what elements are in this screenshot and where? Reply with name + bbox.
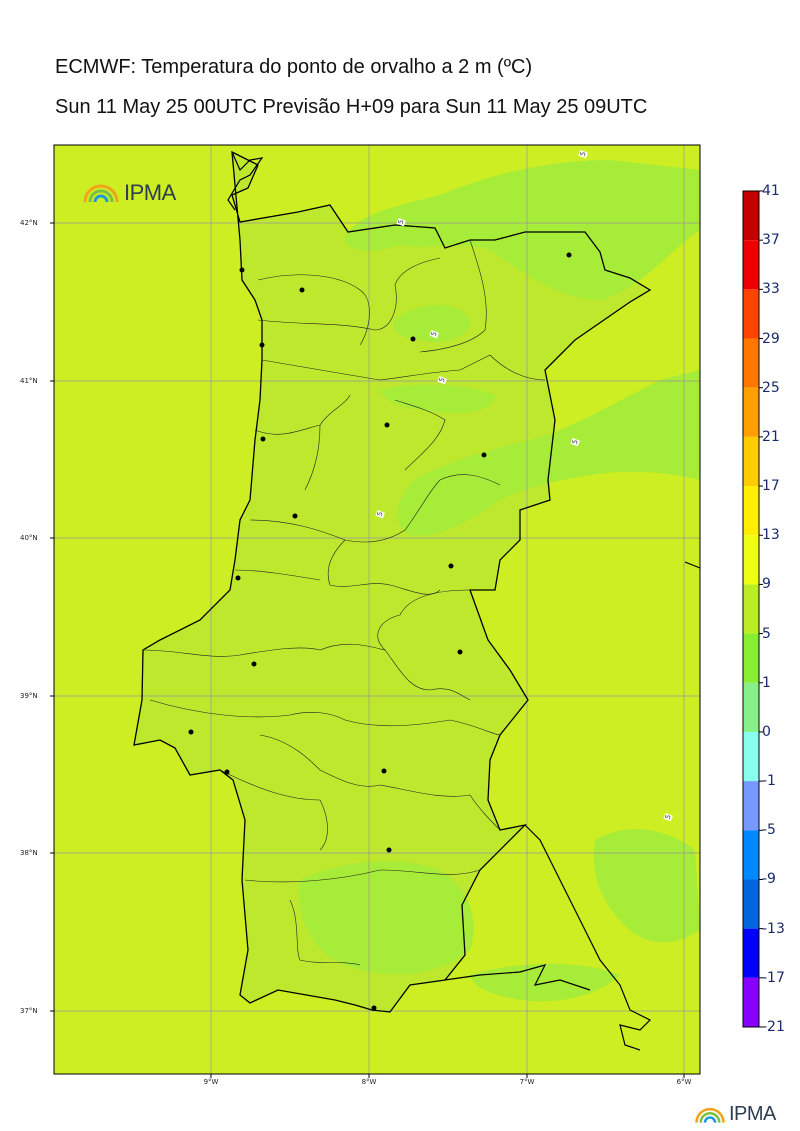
map-title: ECMWF: Temperatura do ponto de orvalho a… bbox=[55, 56, 533, 78]
colorbar-segment bbox=[743, 436, 759, 487]
lat-label: 42°N bbox=[20, 219, 38, 227]
lon-label: 9°W bbox=[203, 1078, 219, 1086]
colorbar-segment bbox=[743, 731, 759, 782]
colorbar-segment bbox=[743, 191, 759, 241]
map-frame bbox=[53, 144, 701, 1075]
colorbar-segment bbox=[743, 584, 759, 634]
colorbar-segment bbox=[743, 633, 759, 683]
colorbar-segment bbox=[743, 387, 759, 437]
district-boundaries bbox=[142, 239, 546, 966]
lon-label: 6°W bbox=[676, 1078, 692, 1086]
cool-zone-east bbox=[397, 370, 700, 536]
colorbar-label: -9 bbox=[762, 871, 776, 888]
colorbar-segment bbox=[743, 486, 759, 536]
colorbar-frame bbox=[742, 190, 760, 1028]
rainbow-icon bbox=[695, 1107, 725, 1123]
cool-zone-northeast bbox=[345, 160, 700, 300]
spain-coast-north bbox=[227, 151, 264, 211]
logo-text: IPMA bbox=[124, 180, 176, 205]
cool-zone-center bbox=[380, 384, 495, 413]
cool-zone-center-north bbox=[393, 305, 470, 342]
colorbar-label: 17 bbox=[762, 478, 780, 495]
colorbar bbox=[742, 190, 763, 1028]
cool-zone-southeast bbox=[593, 829, 700, 943]
lat-label: 38°N bbox=[20, 849, 38, 857]
axis-ticks bbox=[50, 222, 685, 1078]
cool-zone-south bbox=[299, 861, 474, 974]
lat-label: 41°N bbox=[20, 377, 38, 385]
lat-label: 39°N bbox=[20, 692, 38, 700]
colorbar-label: 29 bbox=[762, 330, 780, 347]
colorbar-segment bbox=[743, 781, 759, 831]
lat-label: 40°N bbox=[20, 534, 38, 542]
colorbar-segment bbox=[743, 240, 759, 290]
rainbow-icon bbox=[83, 184, 119, 203]
colorbar-label: -1 bbox=[762, 773, 776, 790]
colorbar-label: 0 bbox=[762, 723, 771, 740]
colorbar-label: 33 bbox=[762, 281, 780, 298]
city-markers bbox=[188, 252, 572, 1011]
colorbar-segment bbox=[743, 289, 759, 339]
colorbar-segment bbox=[743, 535, 759, 585]
ipma-logo: IPMA bbox=[82, 180, 176, 206]
colorbar-label: 5 bbox=[762, 625, 771, 642]
colorbar-label: 41 bbox=[762, 183, 780, 199]
colorbar-segment bbox=[743, 682, 759, 732]
lon-label: 7°W bbox=[519, 1078, 535, 1086]
colorbar-segment bbox=[743, 830, 759, 880]
spain-coast-southeast bbox=[444, 964, 591, 991]
forecast-time-subtitle: Sun 11 May 25 00UTC Previsão H+09 para S… bbox=[55, 96, 648, 118]
colorbar-label: -17 bbox=[762, 969, 785, 986]
colorbar-label: 13 bbox=[762, 527, 780, 544]
colorbar-label: 9 bbox=[762, 576, 771, 593]
colorbar-label: -21 bbox=[762, 1019, 785, 1035]
colorbar-label: 37 bbox=[762, 232, 780, 249]
colorbar-segment bbox=[743, 977, 759, 1027]
colorbar-segment bbox=[743, 338, 759, 388]
colorbar-label: 25 bbox=[762, 379, 780, 396]
colorbar-segment bbox=[743, 879, 759, 929]
lon-label: 8°W bbox=[361, 1078, 377, 1086]
colorbar-label: 21 bbox=[762, 428, 780, 445]
logo-text: IPMA bbox=[729, 1103, 776, 1125]
east-coast-fragment bbox=[684, 561, 700, 569]
colorbar-segment bbox=[743, 928, 759, 978]
colorbar-label: -13 bbox=[762, 920, 785, 937]
lat-label: 37°N bbox=[20, 1007, 38, 1015]
spain-coast-south bbox=[524, 824, 652, 1051]
ipma-logo-corner: IPMA bbox=[694, 1103, 776, 1126]
colorbar-label: -5 bbox=[762, 822, 776, 839]
portugal-land bbox=[134, 152, 650, 1012]
colorbar-label: 1 bbox=[762, 674, 771, 691]
